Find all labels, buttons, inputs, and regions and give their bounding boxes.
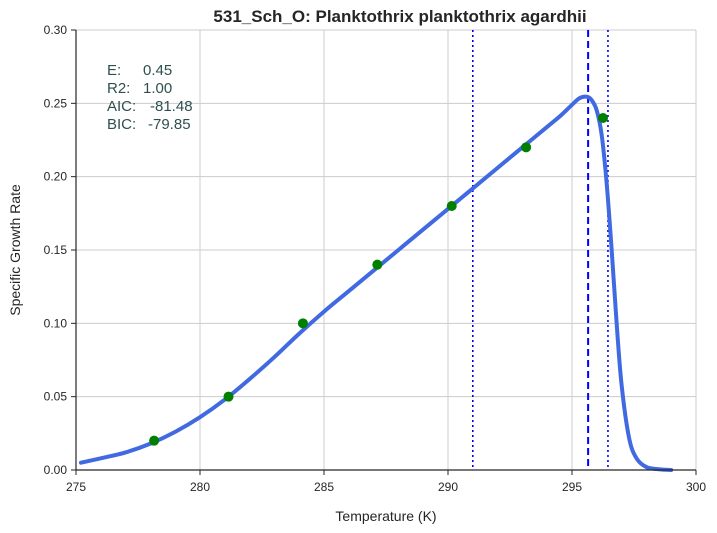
- x-tick-label: 275: [66, 480, 86, 494]
- axes: [71, 29, 697, 475]
- stat-value: 0.45: [143, 62, 172, 79]
- data-point: [372, 259, 383, 270]
- stat-label: R2:: [107, 80, 130, 97]
- y-tick-label: 0.00: [44, 463, 68, 477]
- fit-statistics: E: 0.45 R2: 1.00 AIC: -81.48 BIC: -79.85: [107, 62, 193, 133]
- stat-label: AIC:: [107, 98, 136, 115]
- data-point: [598, 113, 608, 123]
- observed-points-layer: [149, 113, 608, 446]
- stat-label: E:: [107, 62, 121, 79]
- y-tick-label: 0.25: [44, 96, 68, 110]
- stat-value: 1.00: [143, 80, 172, 97]
- stat-label: BIC:: [107, 116, 136, 133]
- x-tick-label: 300: [686, 480, 706, 494]
- x-tick-label: 295: [562, 480, 582, 494]
- data-point: [223, 391, 234, 402]
- stat-value: -79.85: [148, 116, 191, 133]
- data-point: [446, 201, 457, 211]
- y-tick-label: 0.05: [44, 390, 68, 404]
- y-tick-label: 0.15: [44, 243, 68, 257]
- stat-value: -81.48: [150, 98, 193, 115]
- data-point: [521, 142, 532, 153]
- reference-lines: [471, 30, 609, 470]
- chart-title: 531_Sch_O: Planktothrix planktothrix aga…: [213, 7, 586, 26]
- x-axis-label: Temperature (K): [335, 508, 436, 524]
- y-tick-label: 0.20: [44, 170, 68, 184]
- fitted-curve: [78, 94, 674, 472]
- y-axis-label: Specific Growth Rate: [7, 184, 23, 316]
- fitted-curve-layer: [78, 94, 674, 472]
- x-tick-label: 290: [438, 480, 458, 494]
- y-tick-label: 0.30: [44, 23, 68, 37]
- data-point: [149, 435, 160, 446]
- grid: [75, 29, 697, 471]
- x-tick-label: 280: [190, 480, 210, 494]
- x-tick-label: 285: [314, 480, 334, 494]
- y-tick-label: 0.10: [44, 316, 68, 330]
- tick-labels: 275 280 285 290 295 300 0.00 0.05 0.10 0.15 0.20 0.…: [44, 23, 707, 494]
- data-point: [297, 318, 308, 329]
